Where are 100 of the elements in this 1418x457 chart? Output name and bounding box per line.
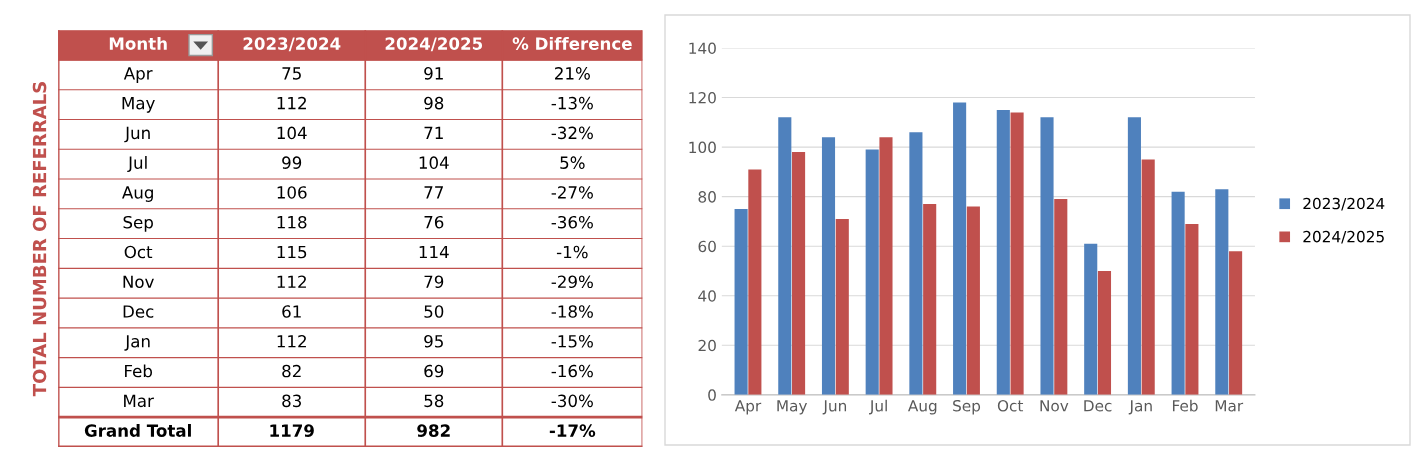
- text: 115: [277, 245, 307, 259]
- bar: [1229, 251, 1243, 395]
- bar: [1171, 191, 1185, 395]
- legend-label: 2024/2025: [1303, 230, 1384, 244]
- x-tick-label: Sep: [953, 399, 981, 415]
- text: 61: [282, 305, 301, 318]
- text: 21%: [555, 67, 590, 80]
- text: Nov: [123, 275, 154, 289]
- text: Jun: [124, 126, 150, 143]
- text: -36%: [551, 215, 593, 229]
- x-tick-label: Dec: [1084, 400, 1112, 412]
- text: 58: [424, 394, 444, 408]
- text: -17%: [549, 424, 596, 437]
- bar: [1141, 159, 1155, 395]
- text: Dec: [123, 305, 154, 318]
- bar: [778, 117, 792, 395]
- text: 98: [424, 96, 444, 110]
- text: Oct: [124, 245, 153, 259]
- text: 112: [277, 275, 306, 288]
- bar: [821, 137, 836, 395]
- x-tick-label: May: [777, 400, 808, 415]
- text: -30%: [551, 394, 593, 408]
- text: 91: [424, 67, 443, 80]
- y-tick-label: 120: [689, 92, 716, 104]
- text: -15%: [551, 334, 593, 348]
- x-tick-label: Jul: [869, 399, 887, 415]
- text: 99: [282, 156, 302, 169]
- text: Grand Total: [84, 424, 191, 437]
- bar: [1054, 199, 1068, 395]
- text: 1179: [270, 424, 314, 437]
- text: 982: [417, 424, 450, 437]
- x-tick-label: Apr: [734, 400, 762, 415]
- text: 82: [282, 364, 301, 378]
- bar: [996, 109, 1010, 395]
- bar: [1097, 270, 1112, 395]
- text: -18%: [551, 305, 593, 318]
- text: 50: [424, 305, 444, 318]
- bar: [909, 132, 923, 395]
- text: 104: [277, 126, 307, 140]
- category-label: % Difference: [512, 36, 632, 50]
- text: 77: [424, 186, 443, 199]
- bar: [1185, 223, 1199, 395]
- y-tick-label: 20: [698, 339, 716, 352]
- text: 112: [277, 334, 306, 348]
- y-tick-label: 40: [698, 290, 716, 302]
- bar: [835, 218, 849, 395]
- text: TOTAL NUMBER OF REFERRALS: [32, 82, 47, 397]
- bar: [1040, 117, 1054, 395]
- text: Aug: [122, 186, 153, 202]
- x-tick-label: Aug: [908, 400, 937, 415]
- text: 112: [277, 96, 306, 110]
- bar: [865, 149, 879, 395]
- bar: [953, 102, 967, 395]
- x-tick-label: Jun: [822, 400, 847, 415]
- text: May: [122, 97, 155, 113]
- y-tick-label: 0: [708, 389, 716, 401]
- bar: [792, 152, 806, 395]
- y-tick-label: 60: [698, 240, 716, 253]
- text: -1%: [556, 245, 588, 259]
- bar: [879, 137, 893, 395]
- text: 75: [282, 67, 301, 80]
- y-tick-label: 140: [689, 42, 716, 55]
- bar: [923, 204, 937, 395]
- category-label: Month: [109, 36, 167, 50]
- text: -16%: [551, 364, 593, 378]
- bar: [734, 209, 748, 395]
- bar: [966, 206, 980, 395]
- bar: [1127, 117, 1141, 395]
- legend-label: 2023/2024: [1303, 197, 1385, 211]
- category-label: 2024/2025: [385, 37, 483, 52]
- y-tick-label: 100: [689, 141, 716, 154]
- text: -27%: [551, 186, 593, 199]
- text: 118: [277, 215, 307, 229]
- text: Jan: [124, 335, 150, 351]
- bar: [1010, 112, 1024, 395]
- y-tick-label: 80: [698, 191, 716, 203]
- text: -29%: [551, 275, 593, 289]
- text: Feb: [125, 364, 153, 378]
- text: -13%: [551, 96, 593, 110]
- category-label: 2023/2024: [243, 37, 341, 52]
- text: Apr: [123, 67, 153, 83]
- x-tick-label: Feb: [1172, 399, 1198, 412]
- text: 114: [419, 245, 449, 259]
- text: 83: [282, 394, 301, 408]
- text: 104: [419, 156, 449, 169]
- text: 106: [277, 186, 307, 199]
- x-tick-label: Jan: [1128, 400, 1152, 415]
- x-tick-label: Mar: [1215, 400, 1244, 412]
- text: 95: [424, 334, 443, 348]
- text: 79: [424, 275, 444, 289]
- text: 71: [424, 126, 443, 139]
- text: 5%: [560, 156, 585, 169]
- text: 69: [424, 364, 444, 378]
- x-tick-label: Nov: [1040, 400, 1069, 412]
- bar: [748, 169, 762, 395]
- text: Jul: [127, 156, 147, 173]
- x-tick-label: Oct: [997, 399, 1024, 412]
- text: -32%: [551, 126, 593, 140]
- text: Sep: [123, 215, 153, 232]
- bar: [1215, 189, 1229, 395]
